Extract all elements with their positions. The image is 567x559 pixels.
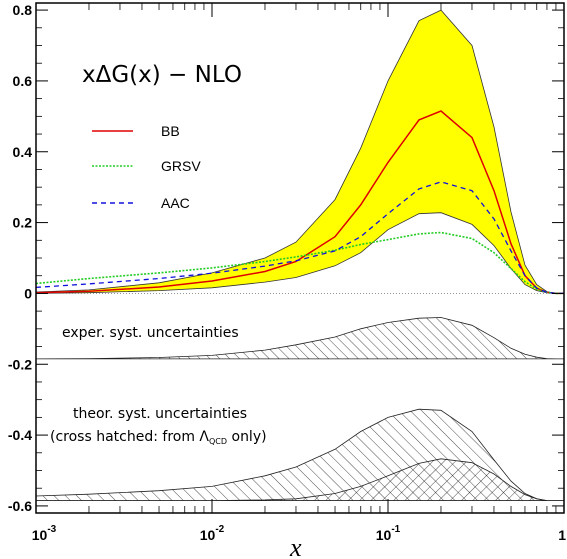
legend-label-grsv: GRSV bbox=[161, 158, 201, 174]
y-tick-label: 0.8 bbox=[13, 2, 33, 18]
y-tick-label: 0.6 bbox=[13, 73, 33, 89]
y-tick-label: -0.6 bbox=[8, 498, 32, 514]
legend-label-aac: AAC bbox=[161, 195, 190, 211]
x-tick-label: 10-2 bbox=[200, 524, 225, 543]
y-tick-label: 0.4 bbox=[13, 144, 33, 160]
theor-syst-label-line1: theor. syst. uncertainties bbox=[73, 406, 247, 422]
lambda-qcd-subscript: QCD bbox=[209, 437, 227, 446]
chart-title: xΔG(x) − NLO bbox=[82, 62, 242, 88]
y-tick-label: -0.4 bbox=[8, 427, 32, 443]
series-layer bbox=[36, 110, 564, 295]
y-tick-label: 0 bbox=[24, 285, 32, 301]
bb-error-band bbox=[36, 10, 564, 294]
x-axis-label: x bbox=[289, 533, 302, 559]
axes-layer: 0.8 0.6 0.4 0.2 0 -0.2 -0.4 -0.610-3 10-2 10-1 1 bbox=[8, 2, 566, 543]
theor-syst-label-suffix: only) bbox=[227, 429, 267, 445]
legend-label-bb: BB bbox=[161, 123, 180, 139]
lambda-qcd-band bbox=[36, 458, 564, 501]
y-tick-label: 0.2 bbox=[13, 215, 33, 231]
x-tick-label: 10-3 bbox=[32, 524, 57, 543]
exper-syst-band bbox=[36, 317, 564, 360]
legend: BB GRSV AAC bbox=[92, 123, 201, 211]
theor-syst-label-line2: (cross hatched: from ΛQCD only) bbox=[50, 429, 267, 446]
bb-error-band-lower-edge bbox=[36, 212, 564, 294]
series-line-aac bbox=[36, 181, 564, 295]
exper-syst-label: exper. syst. uncertainties bbox=[62, 325, 239, 341]
uncertainty-bands bbox=[36, 9, 564, 501]
series-line-grsv bbox=[36, 231, 564, 295]
bb-error-band-upper-edge bbox=[36, 9, 564, 294]
theor-syst-label-prefix: (cross hatched: from Λ bbox=[50, 429, 209, 445]
x-tick-label: 10-1 bbox=[376, 524, 401, 543]
y-tick-label: -0.2 bbox=[8, 356, 32, 372]
x-tick-label: 1 bbox=[558, 527, 566, 543]
